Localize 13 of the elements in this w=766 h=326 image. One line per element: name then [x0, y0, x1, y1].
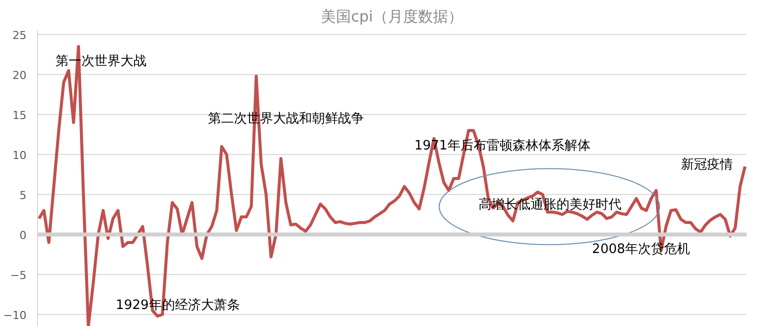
- y-tick-label: 0: [20, 229, 26, 242]
- y-tick-label: 5: [20, 189, 26, 202]
- annotation: 2008年次贷危机: [592, 242, 690, 257]
- y-tick-label: −10: [3, 309, 27, 322]
- line-series: [38, 45, 746, 326]
- y-tick-label: −5: [10, 269, 27, 282]
- y-tick-label: 20: [12, 69, 27, 82]
- chart-title: 美国cpi（月度数据）: [321, 8, 463, 26]
- y-tick-label: 25: [12, 29, 27, 42]
- annotation: 第一次世界大战: [55, 54, 146, 69]
- y-tick-label: 15: [12, 109, 27, 122]
- annotation: 新冠疫情: [680, 158, 733, 173]
- y-tick-label: 10: [12, 149, 27, 162]
